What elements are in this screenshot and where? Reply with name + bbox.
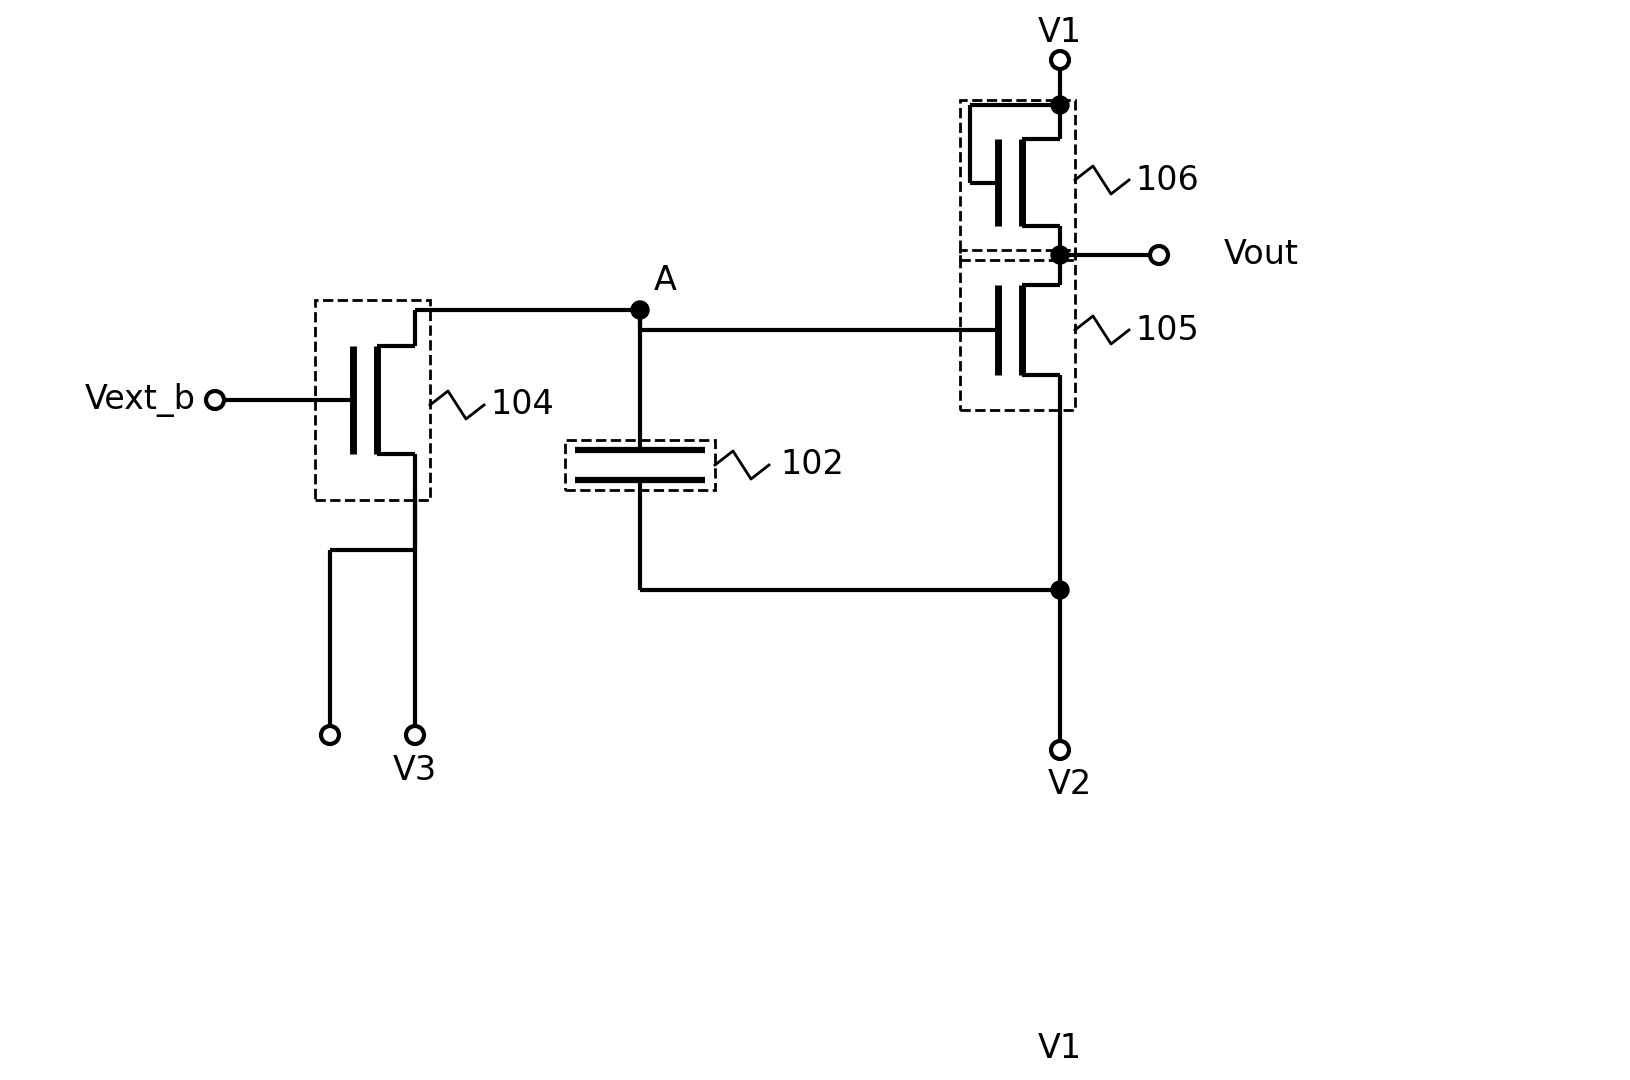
Text: V2: V2 xyxy=(1048,769,1092,801)
Bar xyxy=(960,100,1076,260)
Text: 106: 106 xyxy=(1134,163,1198,197)
Circle shape xyxy=(631,301,649,319)
Bar xyxy=(960,249,1076,410)
Bar xyxy=(315,300,430,500)
Text: V3: V3 xyxy=(393,754,437,786)
Text: A: A xyxy=(654,264,676,297)
Circle shape xyxy=(205,391,223,409)
Circle shape xyxy=(1051,246,1069,264)
Circle shape xyxy=(321,726,339,744)
Text: 104: 104 xyxy=(491,389,554,421)
Circle shape xyxy=(406,726,424,744)
Circle shape xyxy=(1051,96,1069,114)
Circle shape xyxy=(1051,581,1069,599)
Text: V1: V1 xyxy=(1038,1031,1082,1065)
Circle shape xyxy=(1051,51,1069,69)
Text: V1: V1 xyxy=(1038,15,1082,49)
Circle shape xyxy=(1051,741,1069,759)
Bar xyxy=(566,440,716,490)
Text: 102: 102 xyxy=(781,448,844,482)
Text: Vext_b: Vext_b xyxy=(85,383,196,417)
Text: Vout: Vout xyxy=(1224,239,1299,271)
Circle shape xyxy=(1151,246,1169,264)
Text: 105: 105 xyxy=(1134,313,1198,347)
